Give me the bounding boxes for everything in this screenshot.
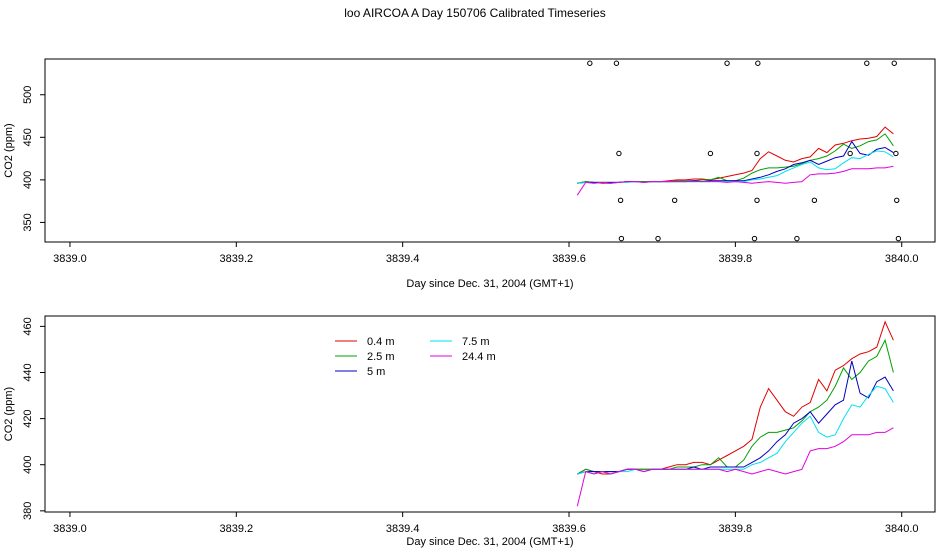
legend-label: 0.4 m	[367, 336, 395, 348]
x-tick-label: 3839.4	[386, 523, 420, 535]
scatter-point	[811, 197, 818, 203]
series-line-7-5-m	[577, 385, 894, 475]
x-tick-label: 3839.2	[219, 253, 253, 265]
scatter-point	[894, 197, 900, 203]
y-tick-label: 350	[22, 213, 34, 231]
scatter-point	[751, 235, 758, 242]
x-tick-label: 3840.0	[885, 253, 919, 265]
legend-label: 24.4 m	[462, 351, 496, 363]
scatter-point	[707, 150, 714, 157]
scatter-point	[617, 197, 624, 203]
y-tick-label: 420	[22, 409, 34, 427]
y-tick-label: 460	[22, 317, 34, 335]
x-tick-label: 3839.2	[219, 523, 253, 535]
series-line-5-m	[577, 360, 894, 475]
x-tick-label: 3840.0	[885, 523, 919, 535]
series-line-24-4-m	[576, 427, 894, 507]
series-line-7-5-m	[577, 150, 894, 184]
x-tick-label: 3839.0	[53, 253, 87, 265]
scatter-point	[616, 150, 622, 157]
y-tick-label: 440	[22, 363, 34, 381]
scatter-point	[755, 60, 761, 66]
y-axis-label: CO2 (ppm)	[3, 387, 15, 441]
scatter-point	[864, 60, 870, 66]
scatter-point	[754, 150, 760, 157]
series-line-5-m	[577, 140, 894, 184]
x-tick-label: 3839.8	[719, 253, 753, 265]
chart-title: loo AIRCOA A Day 150706 Calibrated Times…	[344, 6, 606, 20]
x-tick-label: 3839.8	[719, 523, 753, 535]
y-tick-label: 500	[22, 86, 34, 104]
series-line-0-4-m	[577, 126, 894, 184]
scatter-point	[754, 197, 760, 203]
series-line-2-5-m	[577, 338, 894, 475]
legend-label: 5 m	[367, 366, 385, 378]
scatter-point	[618, 235, 625, 242]
scatter-point	[893, 150, 899, 157]
y-axis-label: CO2 (ppm)	[3, 123, 15, 177]
legend-label: 2.5 m	[367, 351, 395, 363]
scatter-point	[794, 235, 800, 242]
x-axis-label: Day since Dec. 31, 2004 (GMT+1)	[406, 536, 573, 548]
y-tick-label: 400	[22, 456, 34, 474]
scatter-point	[724, 60, 730, 66]
y-tick-label: 450	[22, 128, 34, 146]
plot-frame-1	[44, 58, 936, 243]
x-tick-label: 3839.6	[552, 253, 586, 265]
scatter-point	[895, 235, 902, 242]
x-axis-label: Day since Dec. 31, 2004 (GMT+1)	[406, 278, 573, 290]
scatter-point	[671, 197, 678, 203]
x-tick-label: 3839.4	[386, 253, 420, 265]
series-line-0-4-m	[577, 320, 894, 475]
scatter-point	[587, 60, 593, 66]
series-line-2-5-m	[577, 133, 894, 184]
y-tick-label: 380	[22, 502, 34, 520]
y-tick-label: 400	[22, 171, 34, 189]
plot-frame-2	[44, 315, 936, 513]
scatter-point	[655, 235, 661, 242]
legend-label: 7.5 m	[462, 336, 490, 348]
x-tick-label: 3839.0	[53, 523, 87, 535]
series-line-24-4-m	[576, 165, 894, 196]
scatter-point	[613, 60, 620, 66]
x-tick-label: 3839.6	[552, 523, 586, 535]
scatter-point	[891, 60, 897, 66]
scatter-point	[847, 150, 853, 157]
